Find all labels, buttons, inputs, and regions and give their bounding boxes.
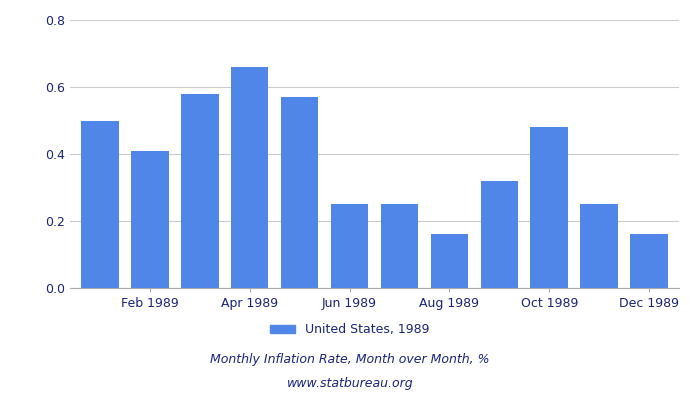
- Bar: [381, 204, 418, 288]
- Bar: [131, 151, 169, 288]
- Bar: [181, 94, 218, 288]
- Bar: [580, 204, 618, 288]
- Bar: [430, 234, 468, 288]
- Bar: [81, 120, 119, 288]
- Bar: [481, 181, 518, 288]
- Bar: [231, 67, 268, 288]
- Text: www.statbureau.org: www.statbureau.org: [287, 378, 413, 390]
- Bar: [630, 234, 668, 288]
- Bar: [281, 97, 318, 288]
- Bar: [331, 204, 368, 288]
- Text: Monthly Inflation Rate, Month over Month, %: Monthly Inflation Rate, Month over Month…: [210, 354, 490, 366]
- Bar: [531, 127, 568, 288]
- Legend: United States, 1989: United States, 1989: [265, 318, 435, 341]
